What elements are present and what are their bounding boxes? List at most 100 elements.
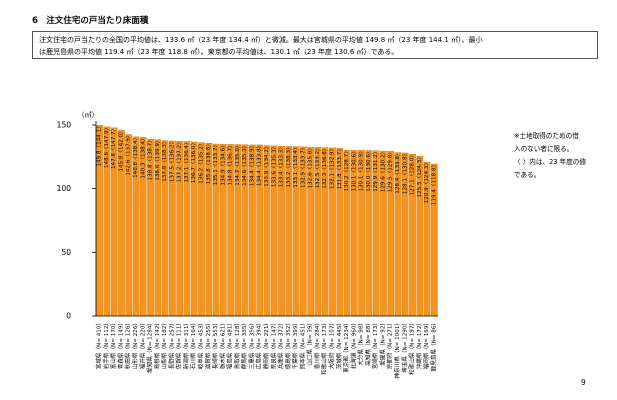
data-label-24: 133.9〈134.2〉 xyxy=(263,144,270,187)
x-tick-label-19: 福島県（N= 481） xyxy=(226,320,234,369)
x-tick-label-3: 富山県（N= 170） xyxy=(109,320,117,369)
x-tick-label-21: 群馬県（N= 335） xyxy=(240,320,248,369)
data-label-29: 132.9〈133.7〉 xyxy=(299,145,306,188)
data-label-5: 142.6〈137.9〉 xyxy=(125,132,132,175)
data-label-19: 134.8〈136.7〉 xyxy=(227,142,234,185)
data-label-15: 136.2〈135.2〉 xyxy=(198,141,205,184)
x-tick-label-12: 佐賀県（N= 111） xyxy=(175,320,183,369)
data-label-14: 136.7〈136.0〉 xyxy=(190,140,197,183)
x-tick-label-2: 岩手県（N= 112） xyxy=(102,320,110,369)
data-label-41: 129.5〈129.8〉 xyxy=(387,149,394,192)
data-label-31: 132.5〈133.2〉 xyxy=(314,145,321,188)
chart-note: ※土地取得のための借 入のない者に限る。 〈 〉内は、23 年度の値 である。 xyxy=(514,130,586,182)
data-label-30: 132.6〈135.8〉 xyxy=(307,145,314,188)
data-label-20: 134.7〈135.0〉 xyxy=(234,142,241,185)
data-label-38: 130.0〈130.6〉 xyxy=(365,148,372,191)
data-label-45: 125.5〈124.3〉 xyxy=(416,154,423,197)
data-label-44: 127.1〈128.0〉 xyxy=(409,152,416,195)
data-label-25: 133.6〈135.3〉 xyxy=(270,144,277,187)
data-label-46: 120.9〈124.3〉 xyxy=(423,160,430,203)
x-tick-label-24: 静岡県（N= 221） xyxy=(262,320,270,369)
data-label-1: 149.8〈144.1〉 xyxy=(96,123,103,166)
x-tick-label-47: 鹿児島県（N= 86） xyxy=(429,320,437,371)
data-label-12: 137.2〈137.2〉 xyxy=(176,139,183,182)
y-tick-label-50: 50 xyxy=(61,248,71,257)
x-tick-label-25: 奈良県（N= 147） xyxy=(269,320,277,369)
x-tick-label-27: 徳島県（N= 352） xyxy=(284,320,292,369)
x-tick-label-40: 愛媛県（N= 92） xyxy=(378,320,386,366)
data-label-37: 130.1〈130.9〉 xyxy=(358,148,365,191)
x-tick-label-20: 鳥取県（N= 128） xyxy=(233,320,241,369)
x-tick-label-46: 福岡県（N= 169） xyxy=(422,320,430,369)
x-tick-label-29: 熊本県（N= 451） xyxy=(298,320,306,369)
data-label-32: 132.3〈136.8〉 xyxy=(321,146,328,189)
data-label-6: 140.8〈138.4〉 xyxy=(132,135,139,178)
data-label-26: 133.4〈133.3〉 xyxy=(278,144,285,187)
x-tick-label-35: 東京都（N= 1234） xyxy=(342,320,350,373)
x-tick-label-9: 島根県（N= 142） xyxy=(153,320,161,369)
x-tick-label-23: 広島県（N= 394） xyxy=(255,320,263,369)
data-label-40: 129.6〈130.2〉 xyxy=(379,149,386,192)
x-tick-label-8: 愛知県（N= 1284） xyxy=(146,320,154,373)
x-tick-label-15: 岐阜県（N= 453） xyxy=(197,320,205,369)
x-tick-label-5: 秋田県（N= 126） xyxy=(124,320,132,369)
y-tick-label-0: 0 xyxy=(66,312,71,321)
x-tick-label-7: 福井県（N= 220） xyxy=(138,320,146,369)
data-label-42: 128.4〈133.8〉 xyxy=(394,151,401,194)
x-tick-label-6: 山形県（N= 226） xyxy=(131,320,139,369)
data-label-47: 119.4〈118.8〉 xyxy=(430,162,437,205)
x-tick-label-43: 埼玉県（N= 1290） xyxy=(400,320,408,373)
x-tick-label-26: 兵庫県（N= 372） xyxy=(277,320,285,369)
data-label-33: 132.1〈132.9〉 xyxy=(328,146,335,189)
data-label-39: 129.9〈131.2〉 xyxy=(372,149,379,192)
data-label-2: 148.6〈147.9〉 xyxy=(103,125,110,168)
data-label-18: 134.9〈134.6〉 xyxy=(219,142,226,185)
note-line-3: 〈 〉内は、23 年度の値 xyxy=(514,158,586,166)
x-tick-label-36: 北海道（N= 960） xyxy=(349,320,357,369)
section-heading: 6 注文住宅の戸当たり床面積 xyxy=(32,16,149,26)
data-label-9: 138.6〈139.9〉 xyxy=(154,138,161,181)
x-tick-label-34: 茨城県（N= 445） xyxy=(335,320,343,369)
note-line-2: 入のない者に限る。 xyxy=(514,145,574,153)
x-tick-label-17: 長崎県（N= 553） xyxy=(211,320,219,369)
data-label-10: 137.8〈138.3〉 xyxy=(161,139,168,182)
x-tick-label-1: 宮城県（N= 410） xyxy=(95,320,103,369)
y-axis-label: （㎡） xyxy=(78,111,99,119)
summary-box: 注文住宅の戸当たりの全国の平均値は、133.6 ㎡（23 年度 134.4 ㎡）… xyxy=(32,31,598,59)
data-label-4: 145.8〈142.0〉 xyxy=(117,128,124,171)
x-tick-label-18: 栃木県（N= 621） xyxy=(218,320,226,369)
x-tick-label-13: 新潟県（N= 311） xyxy=(182,320,190,369)
x-tick-label-44: 和歌山県（N= 197） xyxy=(408,320,416,375)
data-label-28: 133.1〈133.4〉 xyxy=(292,145,299,188)
data-label-22: 134.4〈138.9〉 xyxy=(248,143,255,186)
note-line-4: である。 xyxy=(514,171,541,179)
data-label-34: 131.8〈133.7〉 xyxy=(336,146,343,189)
x-tick-label-45: 沖縄県（N= 172） xyxy=(415,320,423,369)
data-label-16: 135.8〈138.8〉 xyxy=(205,141,212,184)
x-tick-label-39: 宮崎県（N= 173） xyxy=(371,320,379,369)
x-tick-label-16: 滋賀県（N= 255） xyxy=(204,320,212,369)
x-tick-label-30: 山口県（N= 39） xyxy=(306,320,314,366)
data-label-13: 137.1〈136.4〉 xyxy=(183,139,190,182)
data-label-21: 134.6〈135.3〉 xyxy=(241,143,248,186)
x-tick-label-32: 和歌山県（N= 173） xyxy=(320,320,328,375)
y-tick-label-150: 150 xyxy=(57,121,72,130)
data-label-23: 134.4〈133.8〉 xyxy=(256,143,263,186)
data-label-35: 130.2〈128.7〉 xyxy=(343,148,350,191)
note-line-1: ※土地取得のための借 xyxy=(514,132,579,140)
x-tick-label-31: 香川県（N= 284） xyxy=(313,320,321,369)
data-label-11: 137.5〈136.2〉 xyxy=(168,139,175,182)
x-tick-label-38: 高知県（N= 88） xyxy=(364,320,372,366)
x-tick-label-28: 千葉県（N= 399） xyxy=(291,320,299,369)
data-label-27: 133.2〈138.3〉 xyxy=(285,144,292,187)
data-label-36: 130.1〈130.6〉 xyxy=(350,148,357,191)
x-tick-label-22: 三重県（N= 356） xyxy=(247,320,255,369)
y-tick-label-100: 100 xyxy=(57,184,72,193)
x-tick-label-11: 長野県（N= 257） xyxy=(167,320,175,369)
x-tick-label-33: 大阪府（N= 107） xyxy=(327,320,335,369)
x-tick-label-42: 神奈川県（N= 1001） xyxy=(393,320,401,378)
x-tick-label-14: 石川県（N= 164） xyxy=(190,320,197,369)
x-tick-label-37: 大分県（N= 98） xyxy=(357,320,365,366)
page-number: 9 xyxy=(581,378,586,387)
